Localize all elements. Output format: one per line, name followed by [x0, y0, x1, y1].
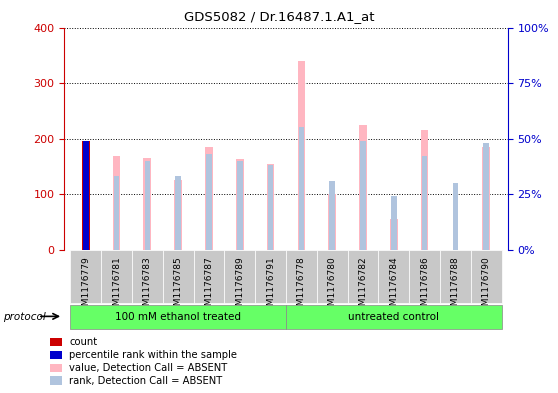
Bar: [83, 141, 89, 250]
Bar: [82, 141, 90, 250]
Text: count: count: [69, 337, 97, 347]
Bar: [440, 250, 471, 303]
Text: GDS5082 / Dr.16487.1.A1_at: GDS5082 / Dr.16487.1.A1_at: [184, 10, 374, 23]
Text: GSM1176790: GSM1176790: [482, 256, 490, 317]
Bar: [483, 143, 489, 250]
Text: untreated control: untreated control: [348, 312, 439, 322]
Text: GSM1176778: GSM1176778: [297, 256, 306, 317]
Bar: [113, 156, 121, 250]
Text: GSM1176784: GSM1176784: [389, 256, 398, 316]
Bar: [255, 250, 286, 303]
Bar: [329, 181, 335, 250]
Bar: [101, 250, 132, 303]
Bar: [421, 130, 429, 250]
Bar: [390, 219, 398, 250]
Bar: [70, 250, 101, 303]
Bar: [378, 250, 409, 303]
Text: GSM1176785: GSM1176785: [174, 256, 182, 317]
Bar: [348, 250, 378, 303]
Text: GSM1176782: GSM1176782: [358, 256, 368, 316]
Bar: [143, 158, 151, 250]
Bar: [82, 141, 90, 250]
Text: rank, Detection Call = ABSENT: rank, Detection Call = ABSENT: [69, 376, 223, 386]
Text: GSM1176788: GSM1176788: [451, 256, 460, 317]
Bar: [237, 161, 243, 250]
Bar: [297, 61, 305, 250]
Bar: [206, 154, 211, 250]
Text: protocol: protocol: [3, 312, 46, 322]
Bar: [453, 183, 458, 250]
Bar: [205, 147, 213, 250]
Text: GSM1176779: GSM1176779: [81, 256, 90, 317]
Text: GSM1176787: GSM1176787: [204, 256, 214, 317]
Bar: [132, 250, 163, 303]
Text: 100 mM ethanol treated: 100 mM ethanol treated: [115, 312, 241, 322]
Bar: [286, 305, 502, 329]
Bar: [145, 161, 150, 250]
Bar: [236, 159, 244, 250]
Bar: [471, 250, 502, 303]
Bar: [267, 163, 275, 250]
Text: percentile rank within the sample: percentile rank within the sample: [69, 350, 237, 360]
Text: GSM1176783: GSM1176783: [143, 256, 152, 317]
Text: value, Detection Call = ABSENT: value, Detection Call = ABSENT: [69, 363, 228, 373]
Bar: [83, 141, 89, 250]
Text: GSM1176780: GSM1176780: [328, 256, 336, 317]
Bar: [174, 180, 182, 250]
Bar: [224, 250, 255, 303]
Bar: [268, 165, 273, 250]
Bar: [299, 127, 304, 250]
Bar: [194, 250, 224, 303]
Text: GSM1176786: GSM1176786: [420, 256, 429, 317]
Bar: [163, 250, 194, 303]
Bar: [70, 305, 286, 329]
Bar: [175, 176, 181, 250]
Bar: [360, 141, 365, 250]
Bar: [359, 125, 367, 250]
Bar: [328, 194, 336, 250]
Bar: [317, 250, 348, 303]
Bar: [114, 176, 119, 250]
Bar: [482, 147, 490, 250]
Bar: [409, 250, 440, 303]
Bar: [286, 250, 317, 303]
Text: GSM1176789: GSM1176789: [235, 256, 244, 317]
Bar: [422, 156, 427, 250]
Text: GSM1176781: GSM1176781: [112, 256, 121, 317]
Bar: [391, 196, 397, 250]
Text: GSM1176791: GSM1176791: [266, 256, 275, 317]
